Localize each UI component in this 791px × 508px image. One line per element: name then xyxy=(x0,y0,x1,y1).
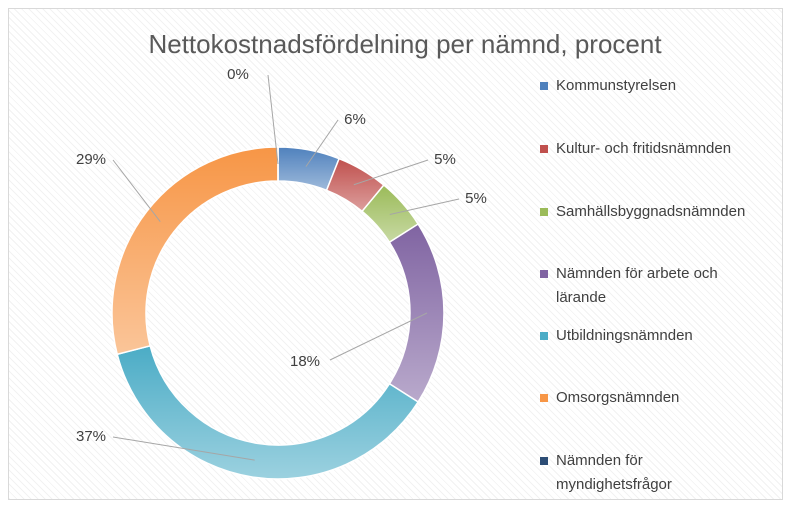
legend-label: Samhällsbyggnadsnämnden xyxy=(556,203,746,220)
legend-item: Samhällsbyggnadsnämnden xyxy=(540,200,745,224)
data-label: 29% xyxy=(76,151,106,168)
chart-title: Nettokostnadsfördelning per nämnd, proce… xyxy=(148,29,662,59)
legend-swatch xyxy=(540,270,548,278)
data-label: 5% xyxy=(465,190,487,207)
legend-item: Omsorgsnämnden xyxy=(540,386,679,410)
leader-line xyxy=(267,74,279,165)
legend-label: Kommunstyrelsen xyxy=(556,77,677,94)
segment-shade xyxy=(278,147,340,191)
donut xyxy=(111,146,445,480)
segment-shade xyxy=(326,158,384,212)
data-label: 6% xyxy=(344,111,366,128)
legend-label: Utbildningsnämnden xyxy=(556,327,693,344)
legend-swatch xyxy=(540,208,548,216)
data-label: 18% xyxy=(290,353,320,370)
leader-line xyxy=(329,312,428,361)
legend-swatch xyxy=(540,145,548,153)
legend-swatch xyxy=(540,82,548,90)
leader-line xyxy=(112,159,161,222)
leader-line xyxy=(305,119,339,167)
segment-shade xyxy=(111,147,278,355)
legend-item: Nämnden för arbete och lärande xyxy=(540,262,761,310)
legend-item: Utbildningsnämnden xyxy=(540,324,693,348)
data-label: 0% xyxy=(227,66,249,83)
legend-swatch xyxy=(540,457,548,465)
leader-line xyxy=(112,436,255,461)
segment-shade xyxy=(117,345,419,480)
segment-shade xyxy=(389,224,444,402)
segment-shade xyxy=(362,185,419,243)
data-label: 37% xyxy=(76,428,106,445)
data-label: 5% xyxy=(434,151,456,168)
leader-line xyxy=(389,198,460,215)
legend-swatch xyxy=(540,394,548,402)
legend-swatch xyxy=(540,332,548,340)
legend-item: Kommunstyrelsen xyxy=(540,74,676,98)
legend-label: Nämnden för myndighetsfrågor xyxy=(556,452,672,493)
legend-label: Omsorgsnämnden xyxy=(556,389,680,406)
legend-item: Nämnden för myndighetsfrågor xyxy=(540,449,761,497)
legend-item: Kultur- och fritidsnämnden xyxy=(540,137,731,161)
legend-label: Kultur- och fritidsnämnden xyxy=(556,140,732,157)
leader-line xyxy=(353,159,429,186)
legend-label: Nämnden för arbete och lärande xyxy=(556,265,718,306)
